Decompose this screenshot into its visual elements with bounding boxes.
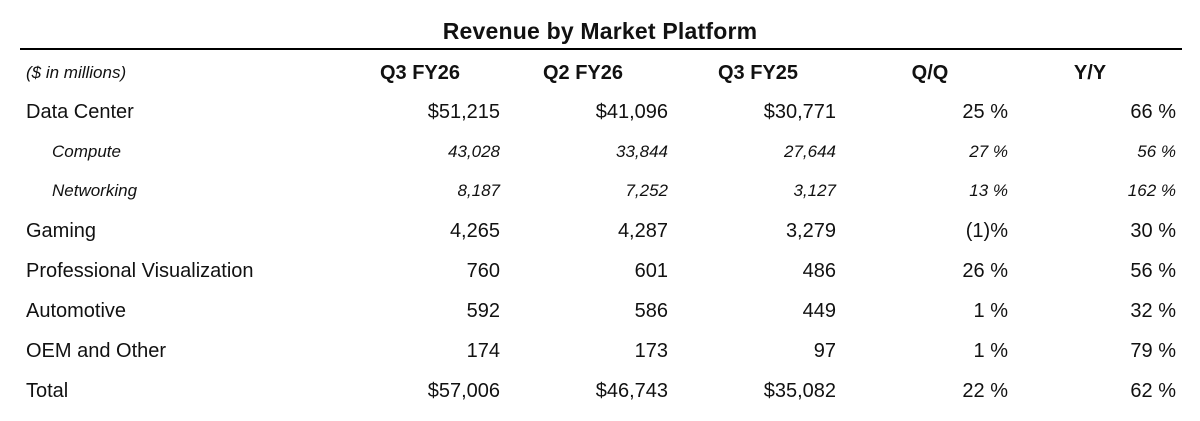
cell-q3-fy25: 27,644 — [784, 142, 836, 161]
cell-q2-fy26: 601 — [634, 260, 668, 282]
cell-q2-fy26: 173 — [634, 340, 668, 362]
cell-yy: 30 % — [1130, 220, 1176, 242]
cell-yy: 62 % — [1130, 380, 1176, 402]
cell-q3-fy25: 3,279 — [785, 220, 836, 242]
cell-qq: 1 % — [973, 340, 1008, 362]
column-header-qq: Q/Q — [911, 62, 949, 84]
cell-q3-fy26: 8,187 — [457, 181, 500, 200]
cell-q3-fy26: 174 — [466, 340, 500, 362]
cell-q3-fy25: 97 — [813, 340, 836, 362]
column-header-q3-fy26: Q3 FY26 — [379, 62, 461, 84]
cell-q2-fy26: 33,844 — [616, 142, 668, 161]
header-row: ($ in millions) Q3 FY26 Q2 FY26 Q3 FY25 … — [0, 55, 1200, 91]
cell-yy: 79 % — [1130, 340, 1176, 362]
cell-q3-fy25: $35,082 — [763, 380, 836, 402]
cell-q3-fy26: 4,265 — [449, 220, 500, 242]
cell-q3-fy25: 449 — [802, 300, 836, 322]
cell-qq: 13 % — [969, 181, 1008, 200]
row-label: Gaming — [26, 220, 97, 242]
cell-q3-fy26: $57,006 — [427, 380, 500, 402]
cell-qq: 22 % — [962, 380, 1008, 402]
row-label: Professional Visualization — [26, 260, 254, 282]
cell-q3-fy26: 43,028 — [448, 142, 500, 161]
row-label: Automotive — [26, 300, 127, 322]
cell-qq: 1 % — [973, 300, 1008, 322]
table-row-compute: Compute 43,028 33,844 27,644 27 % 56 % — [0, 134, 1200, 170]
cell-qq: (1)% — [965, 220, 1008, 242]
cell-q3-fy25: $30,771 — [763, 101, 836, 123]
table-row-gaming: Gaming 4,265 4,287 3,279 (1)% 30 % — [0, 213, 1200, 249]
column-header-q2-fy26: Q2 FY26 — [542, 62, 624, 84]
column-header-yy: Y/Y — [1073, 62, 1107, 84]
table-row-professional-visualization: Professional Visualization 760 601 486 2… — [0, 253, 1200, 289]
table-title: Revenue by Market Platform — [442, 18, 758, 44]
title-rule — [20, 48, 1182, 50]
cell-q2-fy26: 7,252 — [625, 181, 668, 200]
cell-yy: 56 % — [1130, 260, 1176, 282]
cell-yy: 32 % — [1130, 300, 1176, 322]
table-row-total: Total $57,006 $46,743 $35,082 22 % 62 % — [0, 373, 1200, 409]
cell-q2-fy26: $46,743 — [595, 380, 668, 402]
table-row-networking: Networking 8,187 7,252 3,127 13 % 162 % — [0, 173, 1200, 209]
cell-q2-fy26: 4,287 — [617, 220, 668, 242]
row-label: Compute — [52, 142, 121, 161]
cell-yy: 66 % — [1130, 101, 1176, 123]
column-header-q3-fy25: Q3 FY25 — [717, 62, 799, 84]
cell-q3-fy25: 486 — [802, 260, 836, 282]
cell-q3-fy25: 3,127 — [793, 181, 836, 200]
cell-q2-fy26: $41,096 — [595, 101, 668, 123]
table-row-automotive: Automotive 592 586 449 1 % 32 % — [0, 293, 1200, 329]
cell-qq: 25 % — [962, 101, 1008, 123]
row-label: Networking — [52, 181, 138, 200]
cell-qq: 26 % — [962, 260, 1008, 282]
cell-yy: 162 % — [1127, 181, 1176, 200]
cell-qq: 27 % — [969, 142, 1008, 161]
row-label: Total — [26, 380, 69, 402]
cell-q3-fy26: 760 — [466, 260, 500, 282]
cell-q2-fy26: 586 — [634, 300, 668, 322]
row-label: Data Center — [26, 101, 134, 123]
units-label: ($ in millions) — [26, 63, 127, 82]
row-label: OEM and Other — [26, 340, 167, 362]
table-row-oem-and-other: OEM and Other 174 173 97 1 % 79 % — [0, 333, 1200, 369]
cell-yy: 56 % — [1137, 142, 1176, 161]
cell-q3-fy26: 592 — [466, 300, 500, 322]
table-row-data-center: Data Center $51,215 $41,096 $30,771 25 %… — [0, 94, 1200, 130]
cell-q3-fy26: $51,215 — [427, 101, 500, 123]
